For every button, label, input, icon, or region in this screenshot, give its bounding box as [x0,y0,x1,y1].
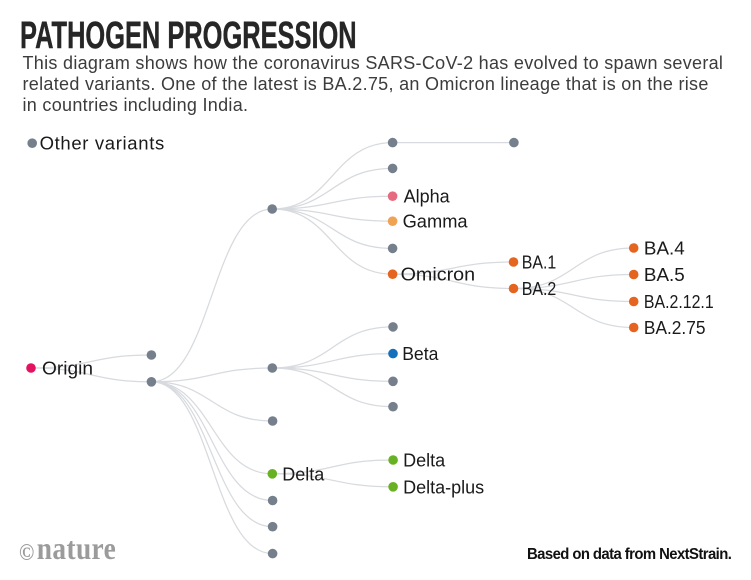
svg-text:BA.2: BA.2 [522,279,557,299]
svg-text:Other variants: Other variants [40,133,165,154]
svg-text:BA.2.75: BA.2.75 [644,318,706,338]
svg-text:Origin: Origin [42,359,93,379]
svg-text:Alpha: Alpha [404,187,451,207]
svg-text:Delta: Delta [282,464,325,484]
svg-text:Omicron: Omicron [401,265,476,285]
svg-text:BA.2.12.1: BA.2.12.1 [644,292,714,312]
svg-text:Delta-plus: Delta-plus [403,477,484,497]
svg-text:Beta: Beta [402,344,439,364]
svg-text:BA.1: BA.1 [522,253,557,273]
svg-text:BA.4: BA.4 [644,239,685,259]
svg-text:Delta: Delta [403,451,446,471]
svg-text:BA.5: BA.5 [644,265,685,285]
svg-text:Gamma: Gamma [403,212,469,232]
